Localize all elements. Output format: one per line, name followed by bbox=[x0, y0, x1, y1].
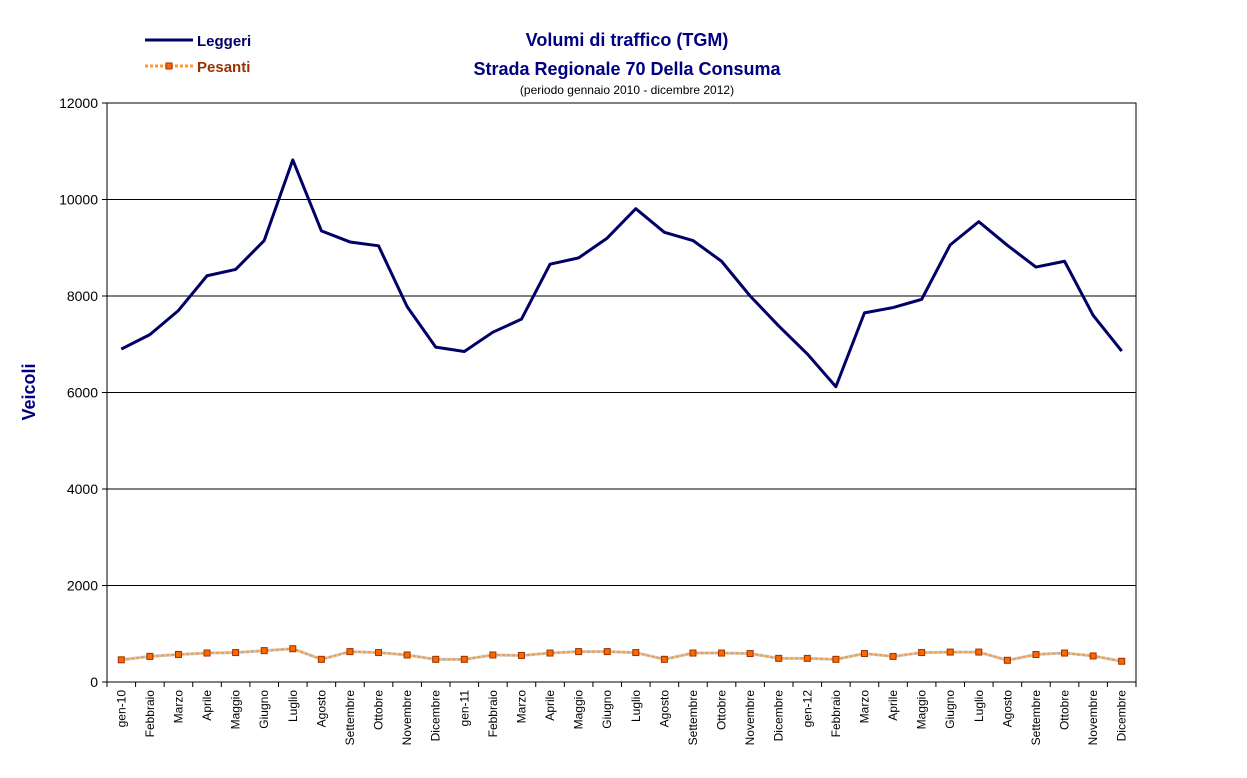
legend-label-leggeri: Leggeri bbox=[197, 33, 251, 50]
x-tick-label: Ottobre bbox=[372, 690, 386, 730]
x-tick-label: Ottobre bbox=[715, 690, 729, 730]
point-pesanti bbox=[860, 650, 868, 658]
point-pesanti bbox=[575, 648, 583, 656]
x-tick-label: Aprile bbox=[200, 690, 214, 721]
x-tick-label: Ottobre bbox=[1058, 690, 1072, 730]
point-pesanti bbox=[746, 650, 754, 658]
x-tick-label: Maggio bbox=[915, 690, 929, 730]
chart-title: Volumi di traffico (TGM) bbox=[526, 30, 729, 50]
x-tick-label: Maggio bbox=[572, 690, 586, 730]
legend-marker-pesanti bbox=[165, 62, 173, 70]
legend-label-pesanti: Pesanti bbox=[197, 59, 250, 76]
point-pesanti bbox=[346, 648, 354, 656]
x-tick-label: Febbraio bbox=[143, 690, 157, 738]
x-tick-label: Luglio bbox=[972, 690, 986, 722]
point-pesanti bbox=[146, 652, 154, 660]
point-pesanti bbox=[832, 655, 840, 663]
y-tick-label: 2000 bbox=[67, 578, 98, 594]
x-tick-label: Novembre bbox=[743, 690, 757, 746]
point-pesanti bbox=[946, 648, 954, 656]
point-pesanti bbox=[289, 645, 297, 653]
point-pesanti bbox=[603, 648, 611, 656]
point-pesanti bbox=[375, 649, 383, 657]
x-tick-label: Novembre bbox=[1086, 690, 1100, 746]
point-pesanti bbox=[803, 654, 811, 662]
point-pesanti bbox=[232, 649, 240, 657]
series-line-leggeri bbox=[120, 158, 1123, 389]
x-tick-label: Giugno bbox=[600, 690, 614, 729]
x-tick-label: Aprile bbox=[886, 690, 900, 721]
point-pesanti bbox=[1032, 650, 1040, 658]
y-tick-label: 4000 bbox=[67, 481, 98, 497]
x-tick-label: Novembre bbox=[400, 690, 414, 746]
y-axis-ticks: 0 2000 4000 6000 8000 10000 12000 bbox=[59, 95, 107, 690]
x-tick-label: gen-12 bbox=[800, 690, 814, 728]
point-pesanti bbox=[460, 655, 468, 663]
x-tick-label: gen-10 bbox=[114, 690, 128, 728]
point-pesanti bbox=[918, 649, 926, 657]
point-pesanti bbox=[689, 649, 697, 657]
x-tick-label: gen-11 bbox=[457, 690, 471, 727]
x-tick-label: Febbraio bbox=[829, 690, 843, 738]
point-pesanti bbox=[517, 651, 525, 659]
x-tick-label: Giugno bbox=[943, 690, 957, 729]
point-pesanti bbox=[546, 649, 554, 657]
x-tick-label: Luglio bbox=[629, 690, 643, 722]
point-pesanti bbox=[203, 649, 211, 657]
y-tick-label: 6000 bbox=[67, 385, 98, 401]
point-pesanti bbox=[403, 651, 411, 659]
point-pesanti bbox=[1061, 649, 1069, 657]
point-pesanti bbox=[174, 650, 182, 658]
point-pesanti bbox=[660, 655, 668, 663]
x-tick-label: Dicembre bbox=[772, 690, 786, 742]
point-pesanti bbox=[117, 656, 125, 664]
x-tick-label: Luglio bbox=[286, 690, 300, 722]
point-pesanti bbox=[1118, 657, 1126, 665]
point-pesanti bbox=[889, 652, 897, 660]
y-axis-label: Veicoli bbox=[19, 363, 39, 420]
x-tick-label: Agosto bbox=[314, 690, 328, 728]
y-tick-label: 10000 bbox=[59, 192, 98, 208]
x-tick-label: Settembre bbox=[343, 690, 357, 746]
x-tick-label: Maggio bbox=[229, 690, 243, 730]
x-tick-label: Agosto bbox=[1000, 690, 1014, 728]
point-pesanti bbox=[260, 647, 268, 655]
x-tick-label: Dicembre bbox=[1115, 690, 1129, 742]
x-tick-label: Settembre bbox=[686, 690, 700, 746]
x-tick-label: Agosto bbox=[657, 690, 671, 728]
y-tick-label: 8000 bbox=[67, 288, 98, 304]
point-pesanti bbox=[432, 655, 440, 663]
point-pesanti bbox=[1089, 652, 1097, 660]
y-tick-label: 12000 bbox=[59, 95, 98, 111]
chart-period-note: (periodo gennaio 2010 - dicembre 2012) bbox=[520, 83, 734, 97]
series-layer bbox=[117, 158, 1126, 665]
point-pesanti bbox=[489, 651, 497, 659]
x-tick-label: Febbraio bbox=[486, 690, 500, 738]
x-tick-label: Marzo bbox=[171, 690, 185, 724]
x-tick-label: Settembre bbox=[1029, 690, 1043, 746]
point-pesanti bbox=[718, 649, 726, 657]
point-pesanti bbox=[775, 654, 783, 662]
x-tick-label: Aprile bbox=[543, 690, 557, 721]
x-tick-label: Giugno bbox=[257, 690, 271, 729]
x-axis-ticks: gen-10 Febbraio Marzo Aprile Maggio Giugno Lug… bbox=[106, 682, 1137, 746]
series-line-pesanti bbox=[121, 647, 1122, 663]
point-pesanti bbox=[632, 649, 640, 657]
point-pesanti bbox=[975, 648, 983, 656]
chart-subtitle: Strada Regionale 70 Della Consuma bbox=[473, 59, 781, 79]
legend: Leggeri Pesanti bbox=[145, 33, 251, 76]
point-pesanti bbox=[1003, 656, 1011, 664]
point-pesanti bbox=[317, 655, 325, 663]
x-tick-label: Marzo bbox=[514, 690, 528, 724]
x-tick-label: Dicembre bbox=[429, 690, 443, 742]
x-tick-label: Marzo bbox=[857, 690, 871, 724]
y-tick-label: 0 bbox=[90, 674, 98, 690]
